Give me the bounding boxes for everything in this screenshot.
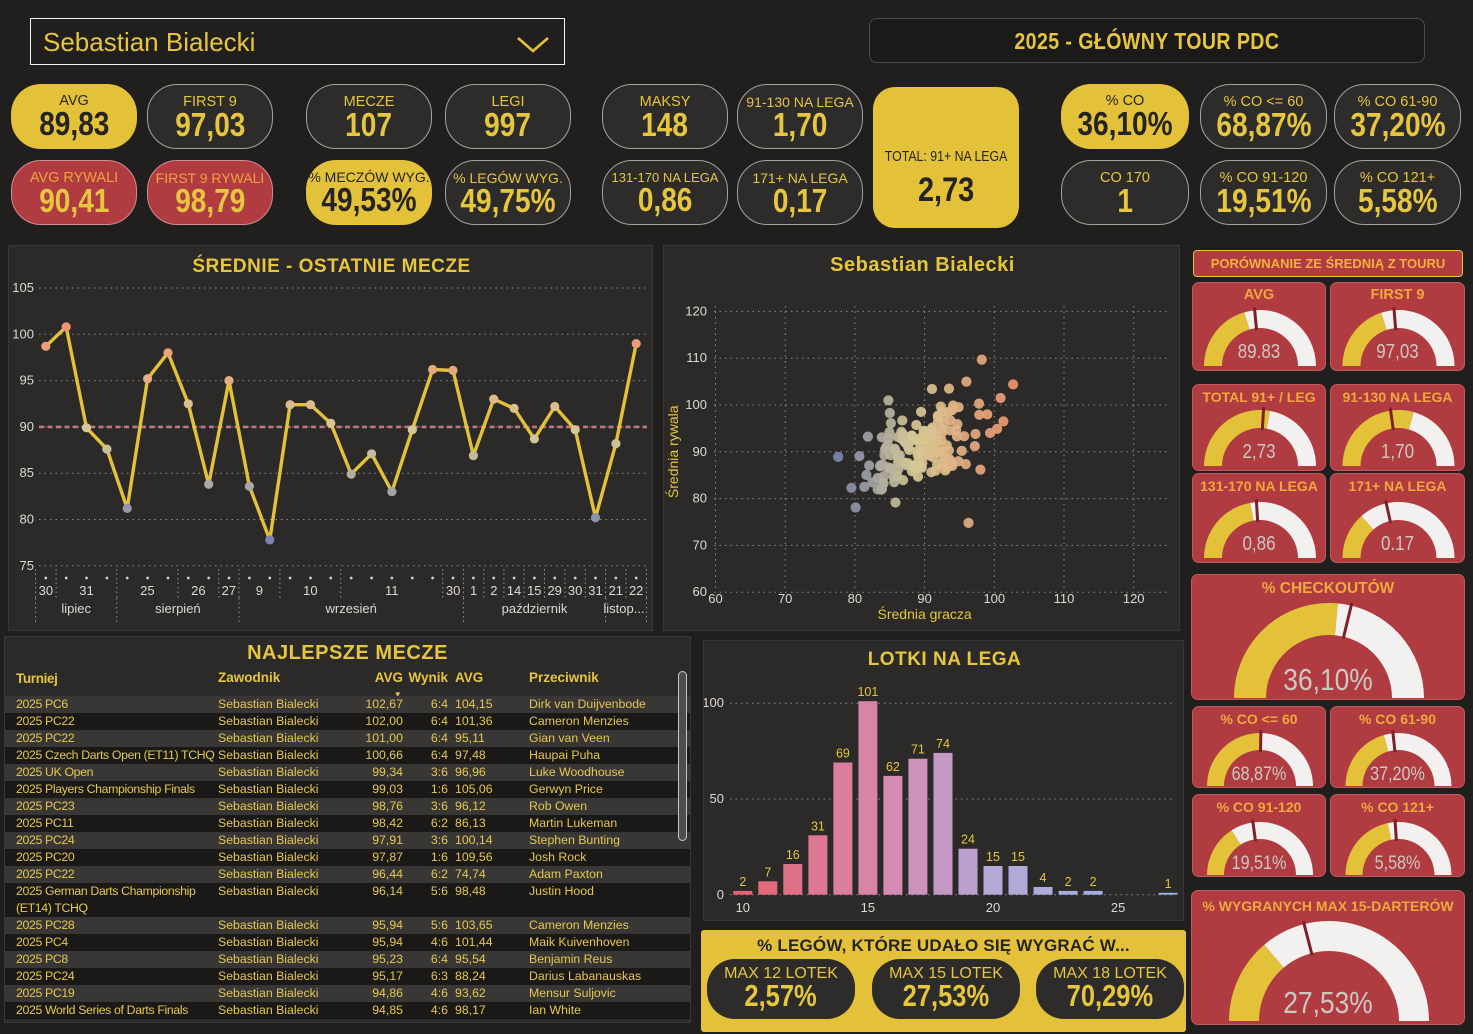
svg-text:Średnia gracza: Średnia gracza — [878, 605, 972, 622]
svg-text:wrzesień: wrzesień — [325, 601, 377, 616]
svg-text:listop...: listop... — [603, 601, 644, 616]
svg-text:11: 11 — [385, 583, 399, 598]
svg-text:75: 75 — [20, 558, 34, 573]
svg-text:100: 100 — [12, 326, 34, 341]
svg-text:lipiec: lipiec — [61, 601, 91, 616]
svg-text:60: 60 — [708, 591, 722, 606]
svg-text:80: 80 — [20, 512, 34, 527]
svg-text:25: 25 — [1111, 900, 1125, 915]
svg-text:październik: październik — [502, 601, 568, 616]
svg-text:2: 2 — [490, 583, 497, 598]
svg-text:50: 50 — [710, 791, 724, 806]
svg-text:95: 95 — [20, 373, 34, 388]
svg-text:15: 15 — [861, 900, 875, 915]
svg-text:15: 15 — [527, 583, 541, 598]
svg-text:0: 0 — [717, 887, 724, 902]
svg-text:9: 9 — [256, 583, 263, 598]
svg-text:10: 10 — [303, 583, 317, 598]
svg-text:10: 10 — [736, 900, 750, 915]
svg-text:22: 22 — [629, 583, 643, 598]
svg-text:15: 15 — [1011, 850, 1025, 864]
svg-text:80: 80 — [693, 491, 707, 506]
svg-text:30: 30 — [39, 583, 53, 598]
svg-text:sierpień: sierpień — [155, 601, 201, 616]
svg-text:80: 80 — [848, 591, 862, 606]
svg-text:70: 70 — [778, 591, 792, 606]
svg-text:30: 30 — [446, 583, 460, 598]
svg-text:69: 69 — [836, 747, 850, 761]
svg-text:LOTKI NA LEGA: LOTKI NA LEGA — [868, 649, 1022, 670]
svg-text:85: 85 — [20, 465, 34, 480]
svg-text:110: 110 — [1054, 591, 1075, 606]
svg-text:120: 120 — [685, 303, 707, 318]
svg-text:110: 110 — [686, 350, 707, 365]
svg-text:60: 60 — [693, 584, 707, 599]
svg-text:70: 70 — [693, 537, 707, 552]
svg-text:120: 120 — [1123, 591, 1145, 606]
svg-text:4: 4 — [1040, 871, 1047, 885]
svg-text:14: 14 — [507, 583, 521, 598]
svg-text:1: 1 — [1165, 877, 1172, 891]
svg-text:31: 31 — [79, 583, 93, 598]
svg-text:62: 62 — [886, 760, 900, 774]
svg-text:71: 71 — [911, 743, 925, 757]
svg-text:26: 26 — [191, 583, 205, 598]
svg-text:25: 25 — [140, 583, 154, 598]
svg-text:24: 24 — [961, 833, 975, 847]
svg-text:101: 101 — [857, 685, 878, 699]
svg-text:Średnia rywala: Średnia rywala — [664, 405, 681, 498]
svg-text:1: 1 — [470, 583, 477, 598]
svg-text:100: 100 — [685, 397, 707, 412]
svg-text:16: 16 — [786, 848, 800, 862]
svg-text:90: 90 — [693, 444, 707, 459]
svg-text:20: 20 — [986, 900, 1000, 915]
svg-text:74: 74 — [936, 737, 950, 751]
svg-text:2: 2 — [1065, 875, 1072, 889]
svg-text:29: 29 — [547, 583, 561, 598]
svg-text:15: 15 — [986, 850, 1000, 864]
svg-text:ŚREDNIE - OSTATNIE MECZE: ŚREDNIE - OSTATNIE MECZE — [192, 255, 470, 277]
svg-text:7: 7 — [764, 865, 771, 879]
svg-text:30: 30 — [568, 583, 582, 598]
svg-text:100: 100 — [983, 591, 1005, 606]
svg-text:Sebastian Bialecki: Sebastian Bialecki — [830, 254, 1015, 276]
svg-text:31: 31 — [588, 583, 602, 598]
svg-text:2: 2 — [1090, 875, 1097, 889]
svg-text:27: 27 — [222, 583, 236, 598]
svg-text:90: 90 — [917, 591, 931, 606]
svg-text:21: 21 — [609, 583, 623, 598]
svg-text:2: 2 — [739, 875, 746, 889]
svg-text:100: 100 — [704, 695, 724, 710]
svg-text:31: 31 — [811, 819, 825, 833]
svg-text:90: 90 — [20, 419, 34, 434]
svg-text:105: 105 — [12, 280, 34, 295]
